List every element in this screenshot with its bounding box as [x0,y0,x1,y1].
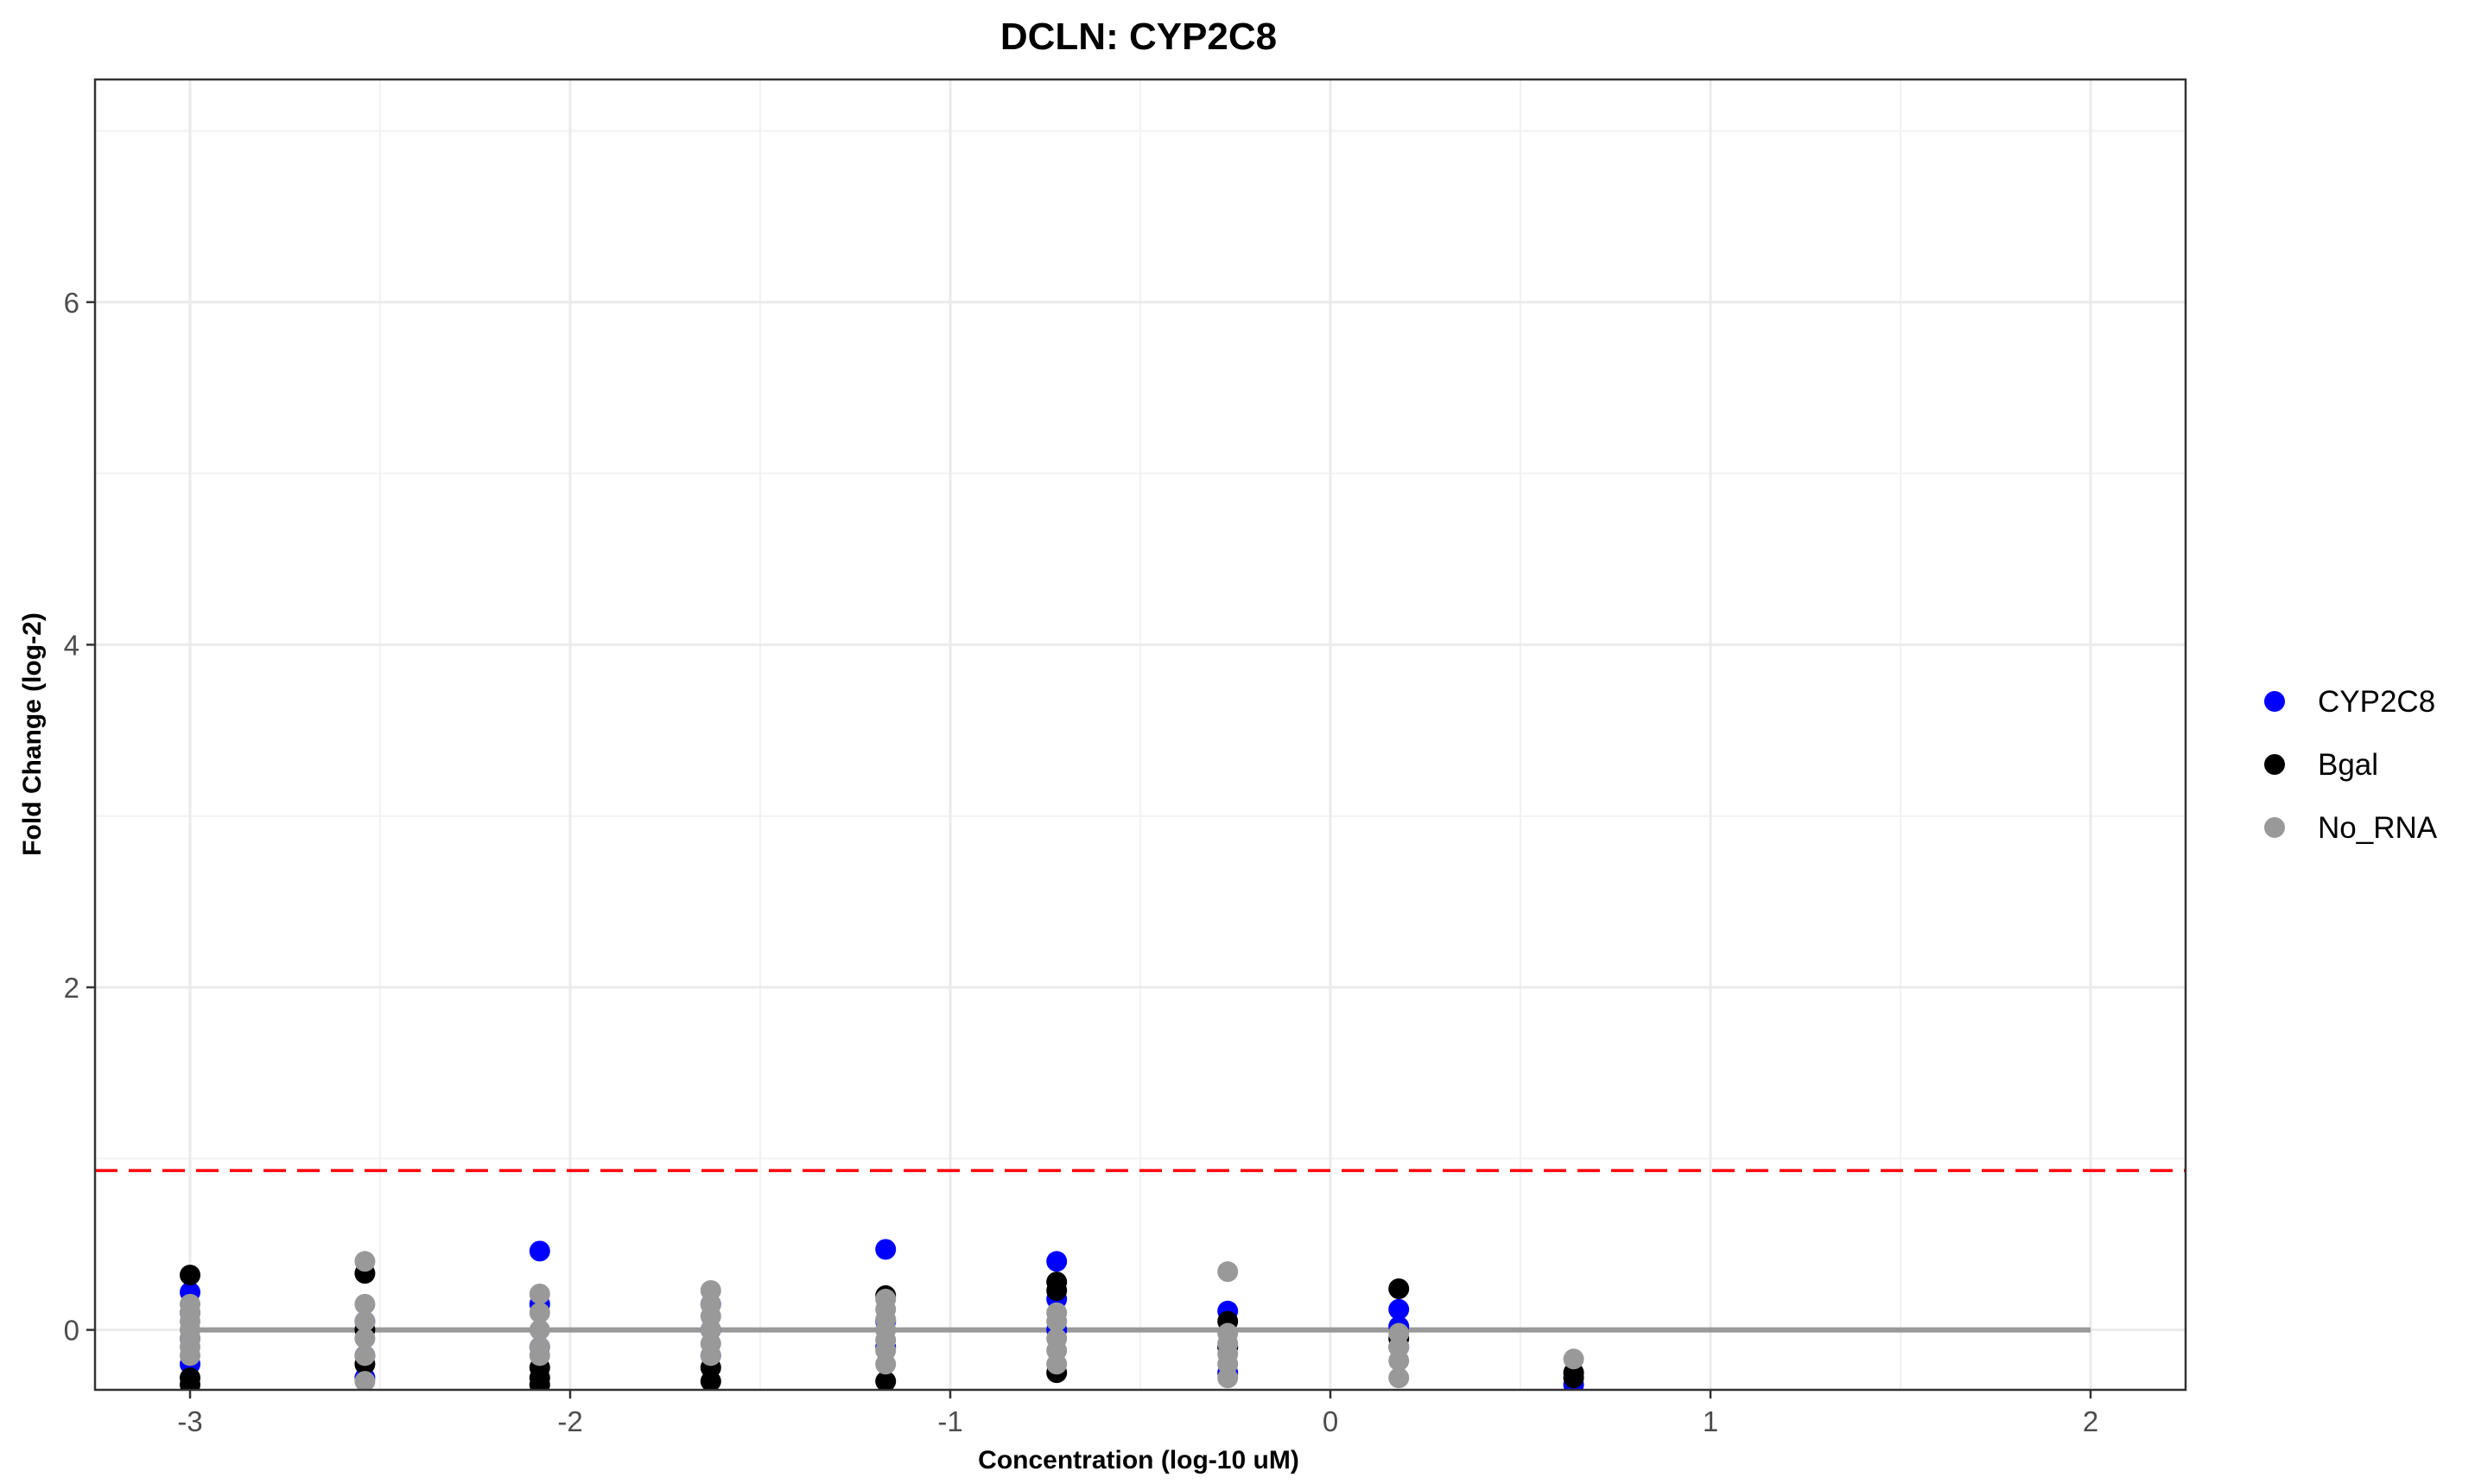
data-point [529,1302,550,1323]
legend-key [2264,817,2285,838]
data-point [354,1328,376,1349]
y-tick-label: 2 [64,972,79,1004]
data-point [1388,1350,1410,1372]
data-point [354,1310,376,1332]
data-point [1388,1298,1410,1320]
data-point [1046,1251,1068,1272]
data-point [529,1283,550,1304]
legend-label: Bgal [2318,748,2378,782]
x-tick-label: -1 [937,1405,962,1437]
data-point [354,1293,376,1315]
data-point [875,1371,897,1390]
y-tick-label: 6 [64,287,79,319]
data-point [875,1354,897,1375]
x-tick-label: 1 [1703,1405,1718,1437]
x-axis-ticks: -3 -2 -1 0 1 2 [177,1390,2098,1437]
data-point [875,1239,897,1260]
data-point [1046,1279,1068,1301]
data-point [529,1240,550,1262]
data-point [529,1345,550,1367]
data-point [354,1251,376,1272]
x-tick-label: -2 [557,1405,582,1437]
y-axis-ticks: 0 2 4 6 [64,287,95,1347]
y-tick-label: 0 [64,1315,79,1347]
data-point [180,1374,200,1390]
data-point [1563,1367,1584,1389]
data-point [1388,1367,1410,1389]
data-point [180,1265,200,1286]
series-2 [180,1251,1584,1390]
data-point [1388,1278,1410,1300]
data-point [1046,1354,1068,1375]
chart-title: DCLN: CYP2C8 [1000,16,1277,58]
y-tick-label: 4 [64,629,79,661]
x-tick-label: 0 [1323,1405,1338,1437]
x-tick-label: -3 [177,1405,202,1437]
data-point [529,1319,550,1341]
data-point [354,1371,376,1390]
data-point [529,1374,550,1390]
legend-key [2264,754,2285,775]
legend-label: No_RNA [2318,811,2438,845]
y-axis-title: Fold Change (log-2) [18,612,47,856]
points-layer [180,1239,1584,1390]
plot-area [93,78,2187,1392]
data-point [1046,1310,1068,1332]
data-point [700,1345,721,1367]
data-point [1217,1261,1239,1283]
data-point [1217,1367,1239,1389]
data-point [354,1345,376,1367]
x-axis-title: Concentration (log-10 uM) [978,1446,1299,1474]
data-point [1563,1348,1584,1370]
legend-key [2264,691,2285,712]
x-tick-label: 2 [2083,1405,2098,1437]
legend-label: CYP2C8 [2318,685,2435,719]
data-point [700,1371,721,1390]
data-point [180,1345,200,1367]
panel-border [93,78,2187,1392]
legend: CYP2C8 Bgal No_RNA [2264,685,2438,845]
